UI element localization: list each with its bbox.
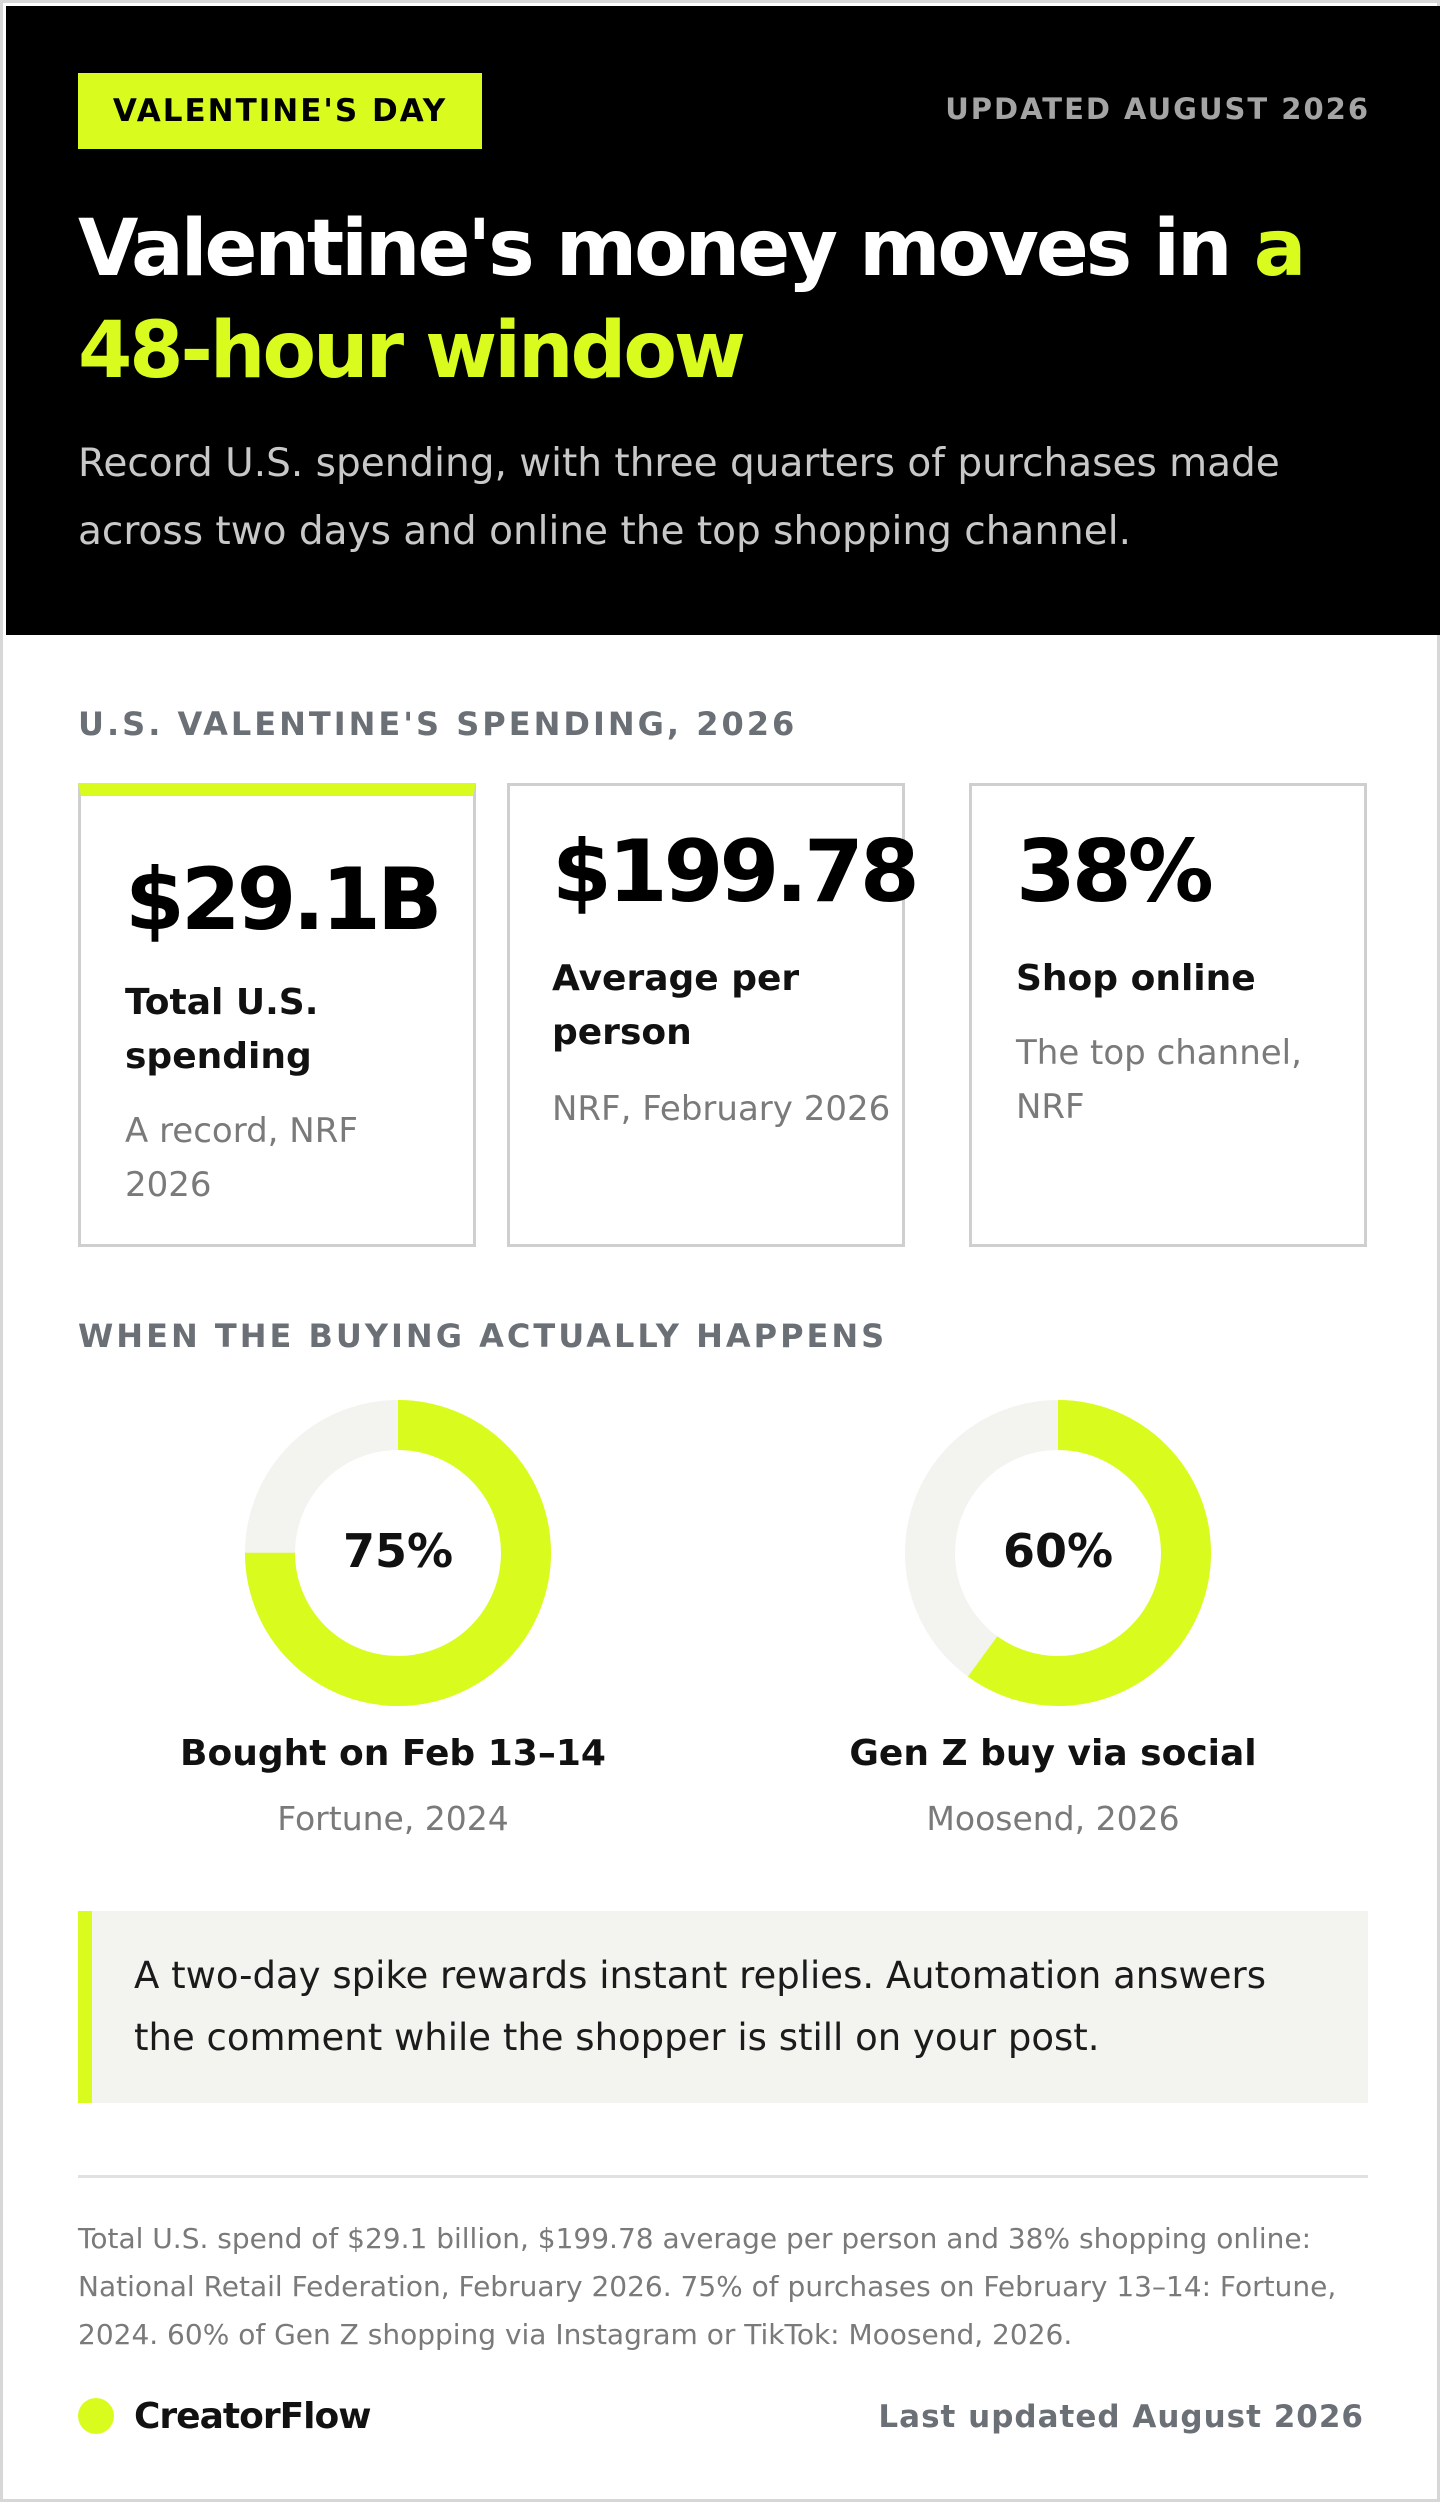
donut-value: 60% bbox=[1003, 1524, 1113, 1578]
stat-label: Average per person bbox=[552, 958, 800, 1053]
headline-main: Valentine's money moves in bbox=[78, 204, 1254, 294]
donut-feb-13-14: 75% Bought on Feb 13–14 Fortune, 2024 bbox=[143, 1393, 643, 1853]
donut-gen-z-social: 60% Gen Z buy via social Moosend, 2026 bbox=[803, 1393, 1303, 1853]
stat-value: 38% bbox=[1016, 822, 1214, 922]
stat-label: Total U.S. spending bbox=[125, 982, 319, 1077]
donut-fill bbox=[245, 1400, 551, 1706]
donut-chart: 75% bbox=[245, 1400, 551, 1706]
subheadline: Record U.S. spending, with three quarter… bbox=[78, 441, 1280, 554]
callout-text: A two-day spike rewards instant replies.… bbox=[134, 1954, 1267, 2059]
stat-source: The top channel, NRF bbox=[1016, 1033, 1302, 1127]
donut-fill bbox=[905, 1400, 1211, 1706]
donut-source: Fortune, 2024 bbox=[277, 1799, 509, 1838]
donut-title: Bought on Feb 13–14 bbox=[180, 1733, 606, 1774]
stat-source: A record, NRF 2026 bbox=[125, 1111, 358, 1205]
donut-chart: 60% bbox=[905, 1400, 1211, 1706]
last-updated: Last updated August 2026 bbox=[878, 2399, 1364, 2435]
brand-logo: CreatorFlow bbox=[78, 2391, 371, 2441]
stat-value: $199.78 bbox=[552, 822, 920, 922]
stat-label: Shop online bbox=[1016, 958, 1256, 999]
stat-card-average: $199.78 Average per person NRF, February… bbox=[507, 783, 920, 1247]
timing-section-label: WHEN THE BUYING ACTUALLY HAPPENS bbox=[78, 1317, 888, 1355]
brand-name: CreatorFlow bbox=[134, 2395, 371, 2437]
category-badge: VALENTINE'S DAY bbox=[78, 73, 482, 149]
donut-value: 75% bbox=[343, 1524, 453, 1578]
stat-value: $29.1B bbox=[125, 850, 443, 950]
brand-dot-icon bbox=[78, 2398, 114, 2434]
donut-source: Moosend, 2026 bbox=[926, 1799, 1180, 1838]
donut-title: Gen Z buy via social bbox=[849, 1733, 1257, 1774]
divider bbox=[78, 2175, 1368, 2178]
headline-accent: a 48-hour window bbox=[78, 204, 1306, 396]
stat-source: NRF, February 2026 bbox=[552, 1089, 891, 1129]
header: VALENTINE'S DAY UPDATED AUGUST 2026 Vale… bbox=[6, 6, 1440, 635]
stats-section-label: U.S. VALENTINE'S SPENDING, 2026 bbox=[78, 705, 798, 743]
stat-card-online: 38% Shop online The top channel, NRF bbox=[969, 783, 1367, 1247]
updated-date: UPDATED AUGUST 2026 bbox=[945, 92, 1370, 126]
callout-box: A two-day spike rewards instant replies.… bbox=[78, 1911, 1368, 2103]
sources-note: Total U.S. spend of $29.1 billion, $199.… bbox=[78, 2222, 1337, 2351]
page-title: Valentine's money moves in a 48-hour win… bbox=[78, 198, 1378, 402]
stat-card-total: $29.1B Total U.S. spending A record, NRF… bbox=[78, 783, 476, 1247]
